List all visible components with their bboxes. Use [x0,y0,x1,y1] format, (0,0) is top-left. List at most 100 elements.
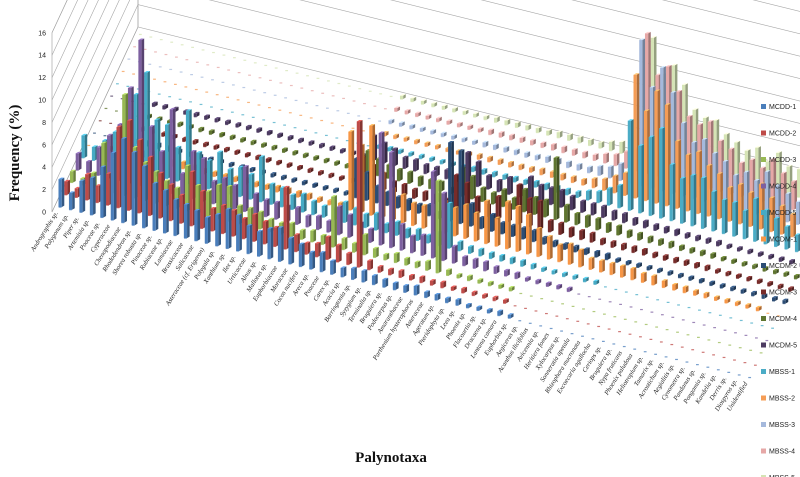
bar-top [434,292,441,295]
bar-side [450,201,453,249]
bar-face [481,169,485,175]
y-tick-label: 16 [38,30,46,37]
bar-face [624,151,628,169]
bar-top [783,271,790,273]
bar-face [503,299,507,304]
bar-face [364,172,368,201]
bar-top [571,148,578,150]
floor-marker [766,312,770,314]
bar-top [205,189,212,192]
bar [410,234,416,253]
bar [229,134,236,140]
bar-side [246,165,249,212]
bar-side [591,138,594,146]
bar-side [781,256,785,262]
floor-marker [629,306,633,308]
bar-top [429,156,436,158]
bar [693,289,699,296]
bar-side [478,160,482,187]
bar-top [121,137,127,139]
floor-marker [593,283,597,285]
bar-top [241,217,248,219]
bar [662,254,669,261]
bar-top [352,241,358,244]
bar [668,240,675,248]
bar-face [696,151,700,214]
bar-face [732,202,736,237]
bar-top [523,178,530,181]
gridline [51,0,800,101]
bar-face [96,147,100,176]
bar-face [639,40,643,186]
bar [299,228,306,240]
bar [401,182,408,196]
bar [503,146,510,153]
bar-top [682,83,688,85]
bar-side [401,269,405,278]
floor-marker [736,277,739,279]
bar-side [702,278,705,283]
bar-face [423,164,427,174]
bar [335,243,342,262]
bar-top [447,201,453,204]
bar-face [306,194,310,200]
bar-face [338,176,343,181]
bar-top [368,227,375,229]
bar-face [767,282,771,287]
bar-face [704,266,708,271]
floor-marker [357,115,361,117]
bar-top [794,233,800,235]
bar-side [791,286,794,292]
bar [455,298,462,306]
floor-marker [684,237,688,239]
bar-top [239,164,245,166]
bar-side [319,214,322,230]
bar-top [768,253,775,256]
bar-top [763,208,770,211]
bar-side [191,124,194,130]
bar-top [654,89,661,92]
bar-top [310,229,317,231]
bar [756,278,763,284]
floor-marker [335,137,339,139]
bar-face [590,203,594,215]
floor-marker [604,286,607,288]
legend-swatch [761,342,766,348]
bar-top [152,181,159,184]
bar-face [246,225,250,254]
bar-top [731,258,738,261]
bar-face [724,299,728,303]
bar-top [305,214,312,216]
bar-top [658,238,664,240]
bar [647,235,654,243]
floor-marker [759,352,763,354]
bar-face [731,260,735,264]
bar-face [310,230,314,242]
bar-face [425,261,429,271]
bar [705,237,712,244]
bar [619,140,626,154]
bar-side [337,160,341,166]
bar-face [487,282,492,286]
floor-marker [739,319,743,322]
bar [604,252,611,260]
bar [363,212,370,228]
floor-marker [733,359,736,361]
bar [545,281,552,287]
bar-face [498,132,502,138]
bar-top [480,186,487,188]
floor-marker [562,275,566,278]
bar-side [465,109,469,115]
bar-face [510,225,515,237]
bar-top [537,199,544,202]
floor-marker [725,275,729,277]
bar-side [572,194,576,210]
bar-face [761,295,765,299]
bar-top [735,273,742,275]
bar-top [577,135,584,138]
bar-face [250,141,254,145]
bar [746,276,753,281]
bar-side [512,256,516,264]
bar [755,305,762,311]
bar-side [402,121,405,127]
